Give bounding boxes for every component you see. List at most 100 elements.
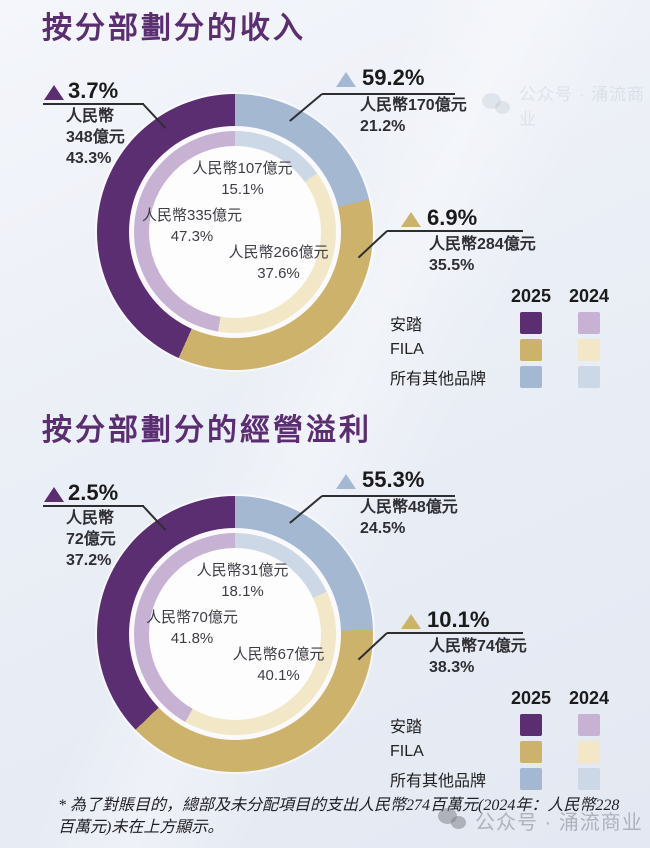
wechat-icon — [438, 807, 468, 834]
growth-value: 55.3% — [362, 467, 425, 492]
swatch-fila-2024 — [578, 740, 600, 763]
center-label-value: 人民幣107億元 — [192, 160, 293, 177]
watermark-bottom: 公众号 · 涌流商业 — [438, 806, 643, 835]
callout-line — [322, 93, 455, 95]
watermark-text: 公众号 · 涌流商业 — [519, 85, 646, 129]
donut-hole — [149, 548, 321, 720]
center-label-fila-2024: 人民幣67億元 40.1% — [196, 644, 361, 686]
legend-2025-2024: 2025 2024 安踏 FILA 所有其他品牌 — [390, 284, 625, 390]
callout-line — [322, 495, 455, 497]
profit-chart-section: 按分部劃分的經營溢利 人民幣31億元 18.1% 人民幣70億元 41.8% 人… — [0, 402, 650, 812]
callout-others: 人民幣48億元 24.5% — [360, 497, 458, 539]
growth-up-triangle-icon — [401, 614, 421, 629]
swatch-anta-2025 — [520, 713, 542, 736]
callout-value: 人民幣284億元 — [429, 236, 536, 253]
wechat-icon — [482, 92, 512, 119]
center-label-others-2024: 人民幣31億元 18.1% — [160, 560, 325, 602]
growth-value: 6.9% — [427, 205, 478, 230]
center-label-value: 人民幣70億元 — [146, 609, 238, 626]
callout-fila: 人民幣74億元 38.3% — [429, 636, 527, 678]
swatch-fila-2025 — [520, 338, 542, 361]
chart-title-revenue: 按分部劃分的收入 — [42, 12, 306, 45]
legend-header-row: 2025 2024 — [390, 686, 625, 711]
watermark-top: 公众号 · 涌流商业 — [482, 80, 650, 130]
growth-value: 3.7% — [68, 78, 119, 103]
center-label-anta-2024: 人民幣335億元 47.3% — [112, 205, 272, 247]
legend-row-others: 所有其他品牌 — [390, 765, 625, 792]
legend-row-fila: FILA — [390, 336, 625, 363]
center-label-pct: 40.1% — [257, 667, 300, 684]
legend-label: 所有其他品牌 — [390, 772, 487, 790]
legend-label: FILA — [390, 340, 424, 358]
profit-donut — [97, 496, 373, 772]
callout-currency: 人民幣 — [66, 510, 115, 527]
center-label-value: 人民幣266億元 — [228, 244, 329, 261]
legend-header-row: 2025 2024 — [390, 284, 625, 309]
center-label-pct: 18.1% — [221, 583, 264, 600]
center-label-pct: 41.8% — [170, 630, 214, 647]
center-label-pct: 37.6% — [257, 265, 300, 282]
growth-value: 59.2% — [362, 65, 425, 90]
callout-value: 72億元 — [66, 531, 116, 548]
center-label-others-2024: 人民幣107億元 15.1% — [160, 158, 325, 200]
swatch-anta-2025 — [520, 311, 542, 334]
legend-label: 安踏 — [390, 316, 423, 334]
swatch-fila-2024 — [578, 338, 600, 361]
swatch-others-2025 — [520, 365, 542, 388]
callout-fila: 人民幣284億元 35.5% — [429, 234, 536, 276]
legend-label: 安踏 — [390, 718, 423, 736]
callout-line — [43, 505, 144, 507]
callout-line — [387, 632, 523, 634]
legend-row-anta: 安踏 — [390, 711, 625, 738]
center-label-anta-2024: 人民幣70億元 41.8% — [112, 607, 272, 649]
swatch-others-2025 — [520, 767, 542, 790]
callout-pct: 24.5% — [360, 520, 406, 537]
center-label-value: 人民幣31億元 — [196, 562, 289, 579]
donut-hole — [149, 146, 321, 318]
revenue-chart-section: 按分部劃分的收入 人民幣107億元 15.1% 人民幣335億元 47.3% 人… — [0, 0, 650, 410]
swatch-others-2024 — [578, 365, 600, 388]
callout-currency: 人民幣 — [66, 108, 115, 125]
legend-row-anta: 安踏 — [390, 309, 625, 336]
revenue-donut — [97, 94, 373, 370]
swatch-others-2024 — [578, 767, 600, 790]
legend-label: 所有其他品牌 — [390, 370, 487, 388]
center-label-value: 人民幣67億元 — [232, 646, 325, 663]
growth-up-triangle-icon — [44, 487, 64, 502]
callout-pct: 35.5% — [429, 257, 475, 274]
callout-line — [387, 230, 523, 232]
legend-2025-2024: 2025 2024 安踏 FILA 所有其他品牌 — [390, 686, 625, 792]
swatch-anta-2024 — [578, 311, 600, 334]
center-label-fila-2024: 人民幣266億元 37.6% — [196, 242, 361, 284]
center-label-pct: 15.1% — [221, 181, 264, 198]
swatch-fila-2025 — [520, 740, 542, 763]
callout-pct: 43.3% — [66, 150, 112, 167]
growth-up-triangle-icon — [336, 474, 356, 489]
swatch-anta-2024 — [578, 713, 600, 736]
center-label-pct: 47.3% — [170, 228, 214, 245]
growth-up-triangle-icon — [401, 212, 421, 227]
growth-up-triangle-icon — [336, 72, 356, 87]
callout-value: 人民幣48億元 — [360, 499, 458, 516]
legend-year-2025: 2025 — [510, 286, 552, 306]
legend-row-others: 所有其他品牌 — [390, 363, 625, 390]
growth-value: 10.1% — [427, 607, 490, 632]
center-label-value: 人民幣335億元 — [141, 207, 243, 224]
legend-year-2025: 2025 — [510, 688, 552, 708]
growth-up-triangle-icon — [44, 85, 64, 100]
callout-anta: 人民幣 348億元 43.3% — [66, 106, 125, 169]
callout-pct: 21.2% — [360, 118, 406, 135]
legend-row-fila: FILA — [390, 738, 625, 765]
callout-others: 人民幣170億元 21.2% — [360, 95, 467, 137]
watermark-text: 公众号 · 涌流商业 — [475, 812, 643, 834]
legend-year-2024: 2024 — [568, 688, 610, 708]
callout-value: 人民幣170億元 — [360, 97, 467, 114]
callout-value: 人民幣74億元 — [429, 638, 527, 655]
chart-title-profit: 按分部劃分的經營溢利 — [42, 414, 372, 447]
footnote: * 為了對賬目的，總部及未分配項目的支出人民幣274百萬元(2024年：人民幣2… — [58, 797, 620, 836]
legend-year-2024: 2024 — [568, 286, 610, 306]
callout-pct: 38.3% — [429, 659, 475, 676]
growth-value: 2.5% — [68, 480, 119, 505]
callout-pct: 37.2% — [66, 552, 112, 569]
